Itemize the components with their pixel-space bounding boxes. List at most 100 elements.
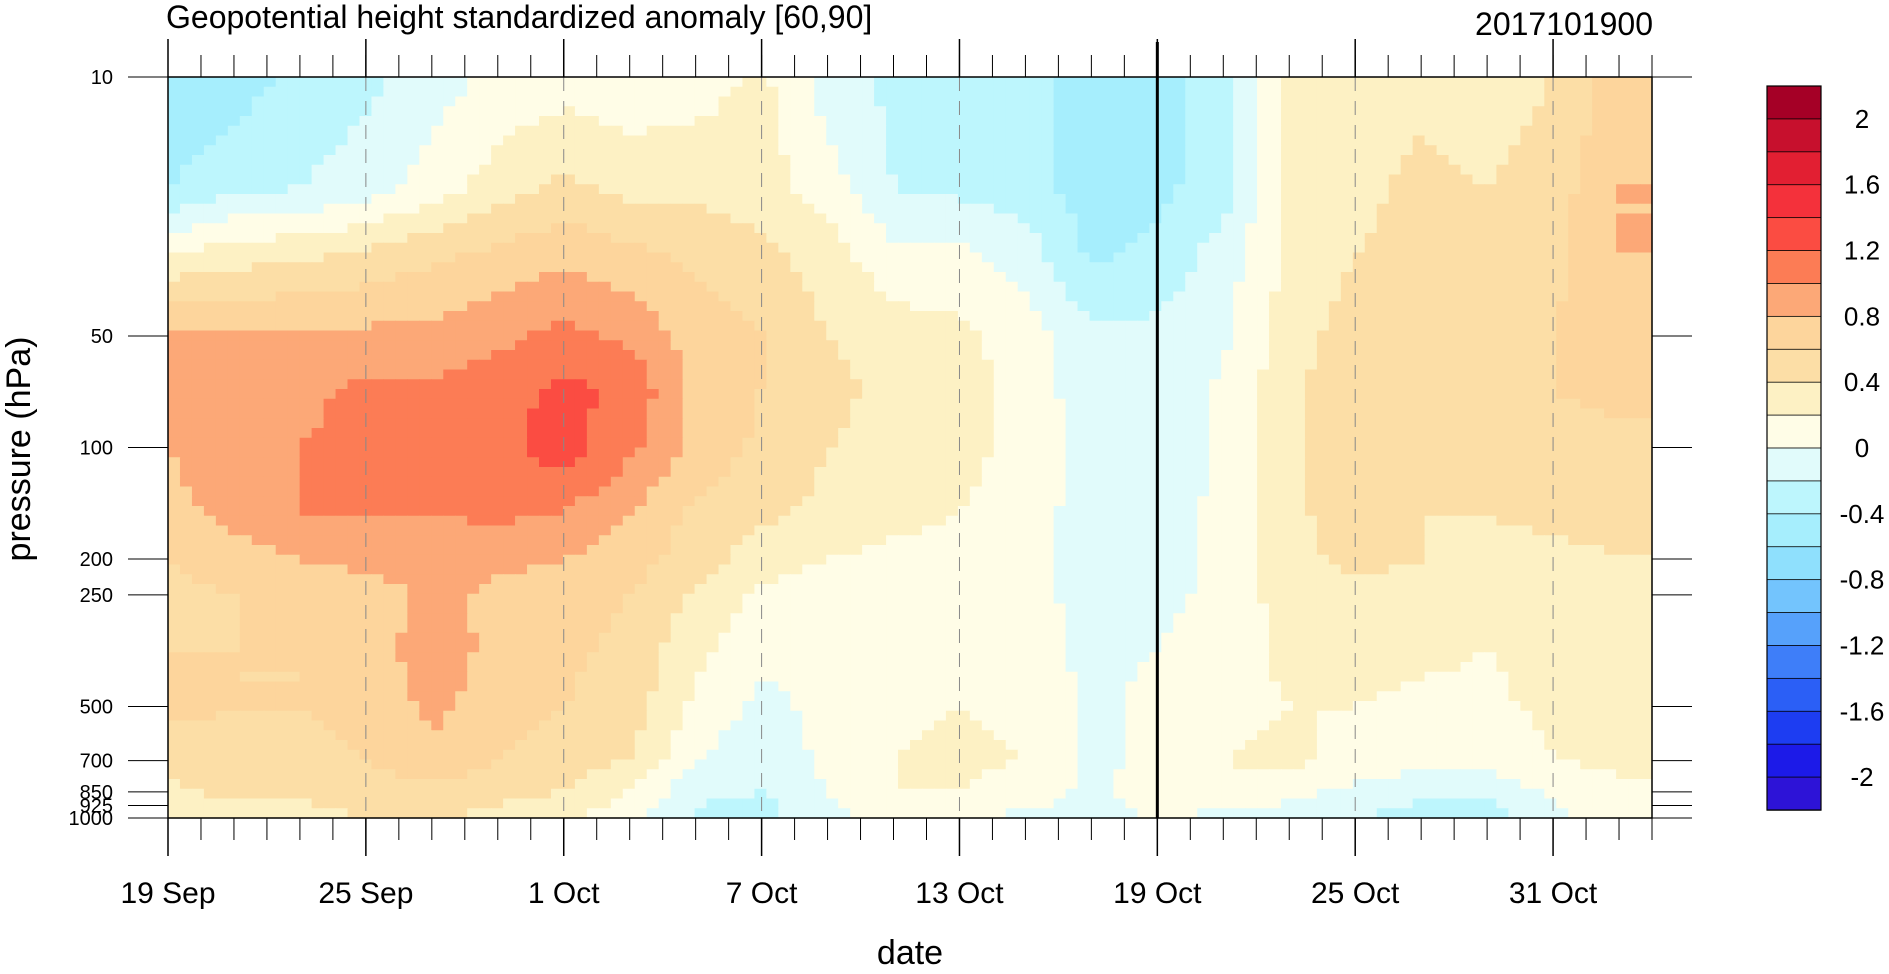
contour-cell (694, 223, 708, 234)
contour-cell (933, 125, 947, 137)
contour-cell (790, 242, 803, 254)
contour-cell (383, 330, 396, 341)
contour-cell (419, 291, 432, 302)
contour-cell (814, 301, 827, 312)
contour-cell (874, 135, 887, 146)
contour-cell (742, 145, 756, 156)
contour-cell (215, 379, 229, 390)
contour-cell (670, 86, 684, 98)
contour-cell (981, 252, 995, 263)
contour-cell (610, 398, 624, 410)
contour-cell (850, 242, 863, 254)
contour-cell (1185, 418, 1198, 429)
contour-cell (1005, 301, 1019, 312)
contour-cell (550, 398, 564, 410)
contour-cell (1245, 359, 1258, 371)
contour-cell (945, 389, 959, 400)
contour-cell (910, 96, 923, 107)
contour-cell (1364, 223, 1378, 234)
contour-cell (1532, 340, 1545, 351)
contour-cell (682, 291, 696, 302)
contour-cell (730, 164, 744, 176)
contour-cell (1292, 194, 1306, 205)
contour-cell (838, 428, 851, 439)
contour-cell (1376, 398, 1390, 410)
contour-cell (1304, 252, 1318, 263)
contour-cell (1233, 359, 1246, 371)
contour-cell (682, 369, 696, 380)
contour-cell (1556, 242, 1569, 254)
contour-cell (586, 301, 600, 312)
contour-cell (1412, 311, 1426, 322)
contour-cell (1161, 428, 1174, 439)
contour-cell (1089, 106, 1103, 117)
contour-cell (491, 320, 504, 332)
contour-cell (455, 164, 468, 176)
contour-cell (1580, 155, 1593, 166)
contour-cell (515, 184, 528, 195)
contour-cell (491, 301, 504, 312)
contour-cell (311, 369, 325, 380)
contour-cell (586, 135, 600, 146)
contour-cell (1269, 359, 1282, 371)
contour-cell (1388, 418, 1402, 429)
contour-cell (395, 194, 408, 205)
contour-cell (658, 408, 672, 419)
contour-cell (371, 291, 385, 302)
contour-cell (1053, 398, 1067, 410)
contour-cell (754, 194, 767, 205)
contour-cell (275, 281, 289, 293)
contour-cell (1544, 262, 1557, 273)
contour-cell (682, 77, 696, 88)
contour-cell (1388, 350, 1402, 361)
contour-cell (503, 340, 516, 351)
contour-cell (335, 145, 349, 156)
contour-cell (1580, 125, 1593, 137)
contour-cell (1460, 340, 1474, 351)
contour-cell (1316, 320, 1330, 332)
contour-cell (203, 223, 217, 234)
contour-cell (1101, 194, 1115, 205)
contour-cell (335, 213, 349, 224)
contour-cell (395, 437, 408, 449)
contour-cell (1508, 223, 1521, 234)
contour-cell (1125, 408, 1138, 419)
contour-cell (431, 252, 444, 263)
contour-cell (730, 379, 744, 390)
contour-cell (1161, 203, 1174, 215)
contour-cell (1101, 252, 1115, 263)
contour-cell (1532, 135, 1545, 146)
contour-cell (347, 389, 361, 400)
contour-cell (1257, 96, 1270, 107)
contour-cell (431, 447, 444, 458)
contour-cell (1029, 340, 1043, 351)
contour-cell (574, 272, 588, 283)
contour-cell (515, 262, 528, 273)
contour-cell (1089, 272, 1103, 283)
contour-cell (850, 359, 863, 371)
contour-cell (957, 252, 971, 263)
contour-cell (299, 379, 313, 390)
contour-cell (562, 155, 576, 166)
contour-cell (718, 389, 732, 400)
contour-cell (658, 77, 672, 88)
contour-cell (814, 379, 827, 390)
contour-cell (1304, 106, 1318, 117)
contour-cell (1460, 194, 1474, 205)
contour-cell (1544, 398, 1557, 410)
contour-cell (1005, 262, 1019, 273)
contour-cell (694, 408, 708, 419)
contour-cell (1640, 428, 1653, 439)
contour-cell (957, 447, 971, 458)
contour-cell (1628, 272, 1641, 283)
contour-cell (203, 330, 217, 341)
contour-cell (850, 155, 863, 166)
contour-cell (706, 428, 720, 439)
contour-cell (1604, 242, 1617, 254)
contour-cell (227, 203, 241, 215)
contour-cell (1484, 291, 1498, 302)
contour-cell (1388, 203, 1402, 215)
contour-cell (658, 330, 672, 341)
contour-cell (766, 155, 779, 166)
contour-cell (527, 301, 540, 312)
